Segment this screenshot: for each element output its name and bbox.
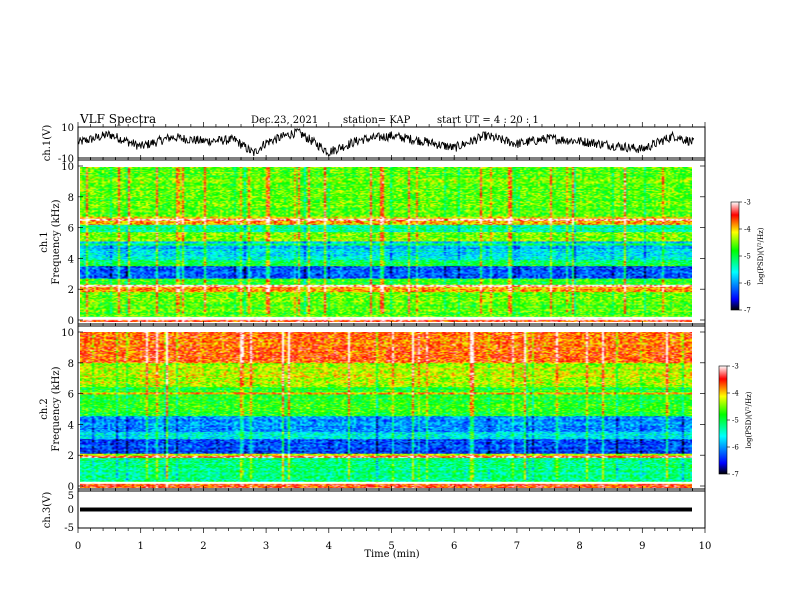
x-tick-label: 6 (451, 541, 457, 552)
y-tick-label: 2 (68, 285, 74, 296)
ch3-ylabel: ch.3(V) (42, 492, 53, 529)
x-tick-label: 2 (200, 541, 206, 552)
ch1-ytick-bottom: -10 (58, 154, 74, 165)
colorbar-tick-label: -4 (744, 226, 751, 234)
date-label: Dec.23, 2021 (251, 115, 318, 126)
colorbar-tick-label: -4 (732, 390, 739, 398)
ch2-spectrogram-channel-label: ch.2 (39, 398, 50, 420)
x-tick-label: 3 (263, 541, 269, 552)
ch1-colorbar (730, 201, 740, 311)
y-tick-label: 10 (61, 328, 74, 339)
y-tick-label: 8 (68, 193, 74, 204)
x-tick-label: 8 (576, 541, 582, 552)
x-tick-label: 9 (639, 541, 645, 552)
y-tick-label: 10 (61, 162, 74, 173)
x-tick-label: 1 (138, 541, 144, 552)
ch3-ytick-mid: 0 (68, 505, 74, 516)
ch2-colorbar (718, 365, 728, 475)
x-tick-label: 10 (699, 541, 712, 552)
ch1-colorbar-label: log(PSD)(V²/Hz) (757, 227, 765, 284)
ch3-waveform-panel: 5 0 -5 ch.3(V) (42, 486, 706, 534)
ch1-ytick-top: 10 (61, 123, 74, 134)
y-tick-label: 4 (68, 420, 74, 431)
y-tick-label: 6 (68, 224, 74, 235)
ch1-spectrogram-channel-label: ch.1 (39, 231, 50, 253)
y-tick-label: 8 (68, 359, 74, 370)
x-tick-label: 4 (326, 541, 332, 552)
colorbar-tick-label: -6 (732, 444, 739, 452)
ch1-spectrogram-image (80, 167, 692, 322)
colorbar-tick-label: -5 (744, 253, 751, 261)
y-tick-label: 0 (68, 482, 74, 493)
x-axis-label: Time (min) (364, 549, 419, 560)
ch1-waveform-line (77, 128, 695, 157)
ch2-spectrogram-ylabel: Frequency (kHz) (51, 366, 62, 451)
ch1-ylabel: ch.1(V) (42, 125, 53, 162)
x-tick-label: 7 (514, 541, 520, 552)
colorbar-tick-label: -3 (744, 199, 751, 207)
start-time-label: start UT = 4 : 20 : 1 (437, 115, 539, 126)
y-tick-label: 4 (68, 254, 74, 265)
ch3-ytick-top: 5 (68, 491, 74, 502)
colorbar-tick-label: -3 (732, 363, 739, 371)
figure-title: VLF Spectra (79, 112, 156, 126)
y-tick-label: 6 (68, 390, 74, 401)
y-tick-label: 2 (68, 451, 74, 462)
ch2-spectrogram-image (80, 332, 692, 488)
ch1-waveform-panel: 10 -10 ch.1(V) (42, 122, 706, 165)
x-tick-label: 5 (388, 541, 394, 552)
colorbar-tick-label: -7 (732, 471, 739, 479)
colorbar-tick-label: -7 (744, 307, 751, 315)
ch1-spectrogram-ylabel: Frequency (kHz) (51, 199, 62, 284)
ch3-waveform-band (80, 507, 692, 512)
station-label: station= KAP (343, 115, 411, 126)
ch3-ytick-bottom: -5 (64, 523, 74, 534)
ch2-colorbar-label: log(PSD)(V²/Hz) (745, 391, 753, 448)
colorbar-tick-label: -5 (732, 417, 739, 425)
x-tick-label: 0 (75, 541, 81, 552)
colorbar-tick-label: -6 (744, 280, 751, 288)
y-tick-label: 0 (68, 316, 74, 327)
